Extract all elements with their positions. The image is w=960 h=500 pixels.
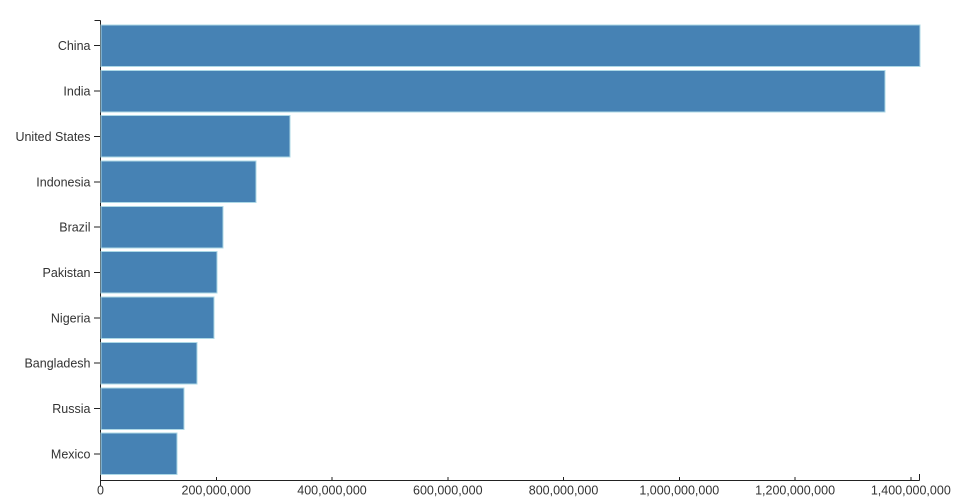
bar (100, 160, 257, 203)
bar (100, 205, 224, 249)
x-tick-label: 1,200,000,000 (755, 484, 835, 498)
x-tick-label: 200,000,000 (182, 484, 252, 498)
x-tick-label: 1,400,000,000 (871, 484, 951, 498)
y-tick-label: Mexico (51, 447, 91, 461)
y-tick-label: Russia (52, 402, 90, 416)
bar (100, 387, 185, 430)
y-tick-label: United States (15, 130, 90, 144)
x-tick-label: 0 (97, 484, 104, 498)
bar (100, 24, 921, 67)
x-tick-label: 600,000,000 (413, 484, 483, 498)
y-tick-label: Bangladesh (24, 357, 90, 371)
y-tick-label: Indonesia (36, 175, 90, 189)
bar (100, 69, 886, 113)
y-tick-label: China (58, 39, 91, 53)
bar (100, 296, 215, 340)
x-tick-label: 400,000,000 (297, 484, 367, 498)
bar (100, 115, 291, 158)
x-tick-label: 1,000,000,000 (639, 484, 719, 498)
bar (100, 341, 198, 385)
y-tick-label: Brazil (59, 221, 90, 235)
bar (100, 432, 178, 476)
y-tick-label: Pakistan (43, 266, 91, 280)
y-tick-label: India (63, 85, 90, 99)
x-tick-label: 800,000,000 (529, 484, 599, 498)
bar (100, 251, 218, 294)
y-tick-label: Nigeria (51, 311, 91, 325)
